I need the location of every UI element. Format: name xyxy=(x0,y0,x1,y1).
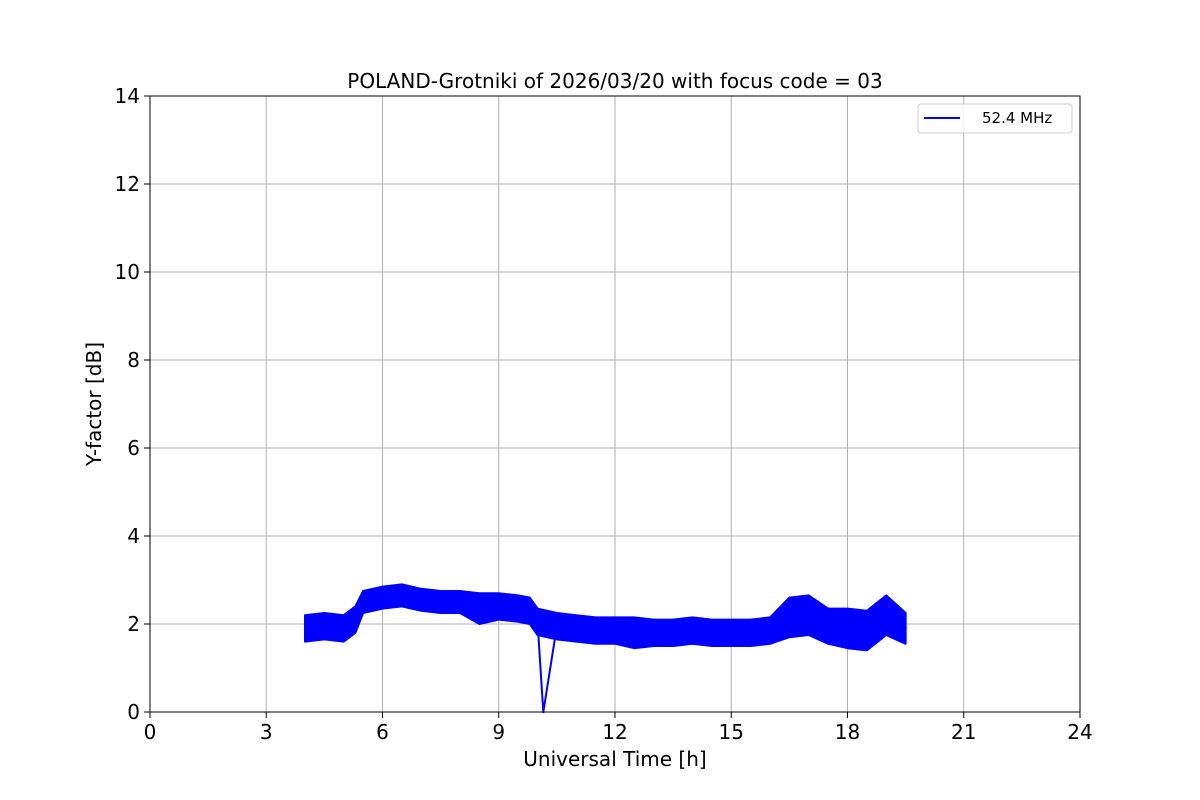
data-point xyxy=(342,627,345,630)
data-point xyxy=(400,594,404,597)
legend: 52.4 MHz xyxy=(917,103,1073,134)
data-point xyxy=(788,616,791,619)
data-point xyxy=(594,629,597,632)
legend-box xyxy=(917,103,1073,134)
legend-label: 52.4 MHz xyxy=(982,109,1052,127)
y-tick-label: 12 xyxy=(115,172,140,196)
x-tick-label: 12 xyxy=(602,720,627,744)
data-point xyxy=(354,618,357,621)
data-point xyxy=(885,614,888,617)
x-tick-label: 21 xyxy=(951,720,976,744)
data-layer xyxy=(303,583,907,714)
x-tick-label: 9 xyxy=(492,720,505,744)
y-tick-label: 10 xyxy=(115,260,140,284)
y-tick-label: 0 xyxy=(127,700,140,724)
data-point xyxy=(536,620,539,623)
x-tick-label: 18 xyxy=(835,720,860,744)
data-point xyxy=(691,629,694,632)
data-point xyxy=(323,625,326,628)
data-point xyxy=(516,607,520,610)
data-point xyxy=(633,631,636,634)
x-tick-label: 0 xyxy=(144,720,157,744)
data-point xyxy=(528,609,531,612)
x-axis-label: Universal Time [h] xyxy=(523,747,706,771)
data-point xyxy=(478,607,481,610)
y-tick-label: 2 xyxy=(127,612,140,636)
data-point xyxy=(497,605,500,608)
y-tick-label: 14 xyxy=(115,84,140,108)
chart-title: POLAND-Grotniki of 2026/03/20 with focus… xyxy=(347,69,882,93)
data-point xyxy=(768,629,772,632)
y-tick-label: 8 xyxy=(127,348,140,372)
x-tick-label: 6 xyxy=(376,720,389,744)
x-tick-label: 3 xyxy=(260,720,273,744)
data-point xyxy=(361,600,365,604)
y-tick-label: 4 xyxy=(127,524,140,548)
series-band xyxy=(304,583,907,652)
data-point xyxy=(749,631,752,634)
data-point xyxy=(652,631,655,634)
data-point xyxy=(575,627,578,630)
data-point xyxy=(865,629,869,632)
x-tick-label: 15 xyxy=(719,720,744,744)
data-point xyxy=(730,631,733,634)
y-axis-label: Y-factor [dB] xyxy=(82,342,106,467)
data-point xyxy=(671,631,675,634)
data-point xyxy=(555,625,559,628)
data-point xyxy=(613,629,617,632)
y-tick-label: 6 xyxy=(127,436,140,460)
data-point xyxy=(303,627,307,630)
data-point xyxy=(420,598,423,601)
data-point xyxy=(807,614,810,617)
data-point xyxy=(826,625,830,628)
data-point xyxy=(381,596,384,599)
data-point xyxy=(439,600,442,604)
x-tick-label: 24 xyxy=(1067,720,1092,744)
data-point xyxy=(904,627,907,630)
data-point xyxy=(710,631,714,634)
data-point xyxy=(458,600,462,604)
data-point xyxy=(846,627,849,630)
